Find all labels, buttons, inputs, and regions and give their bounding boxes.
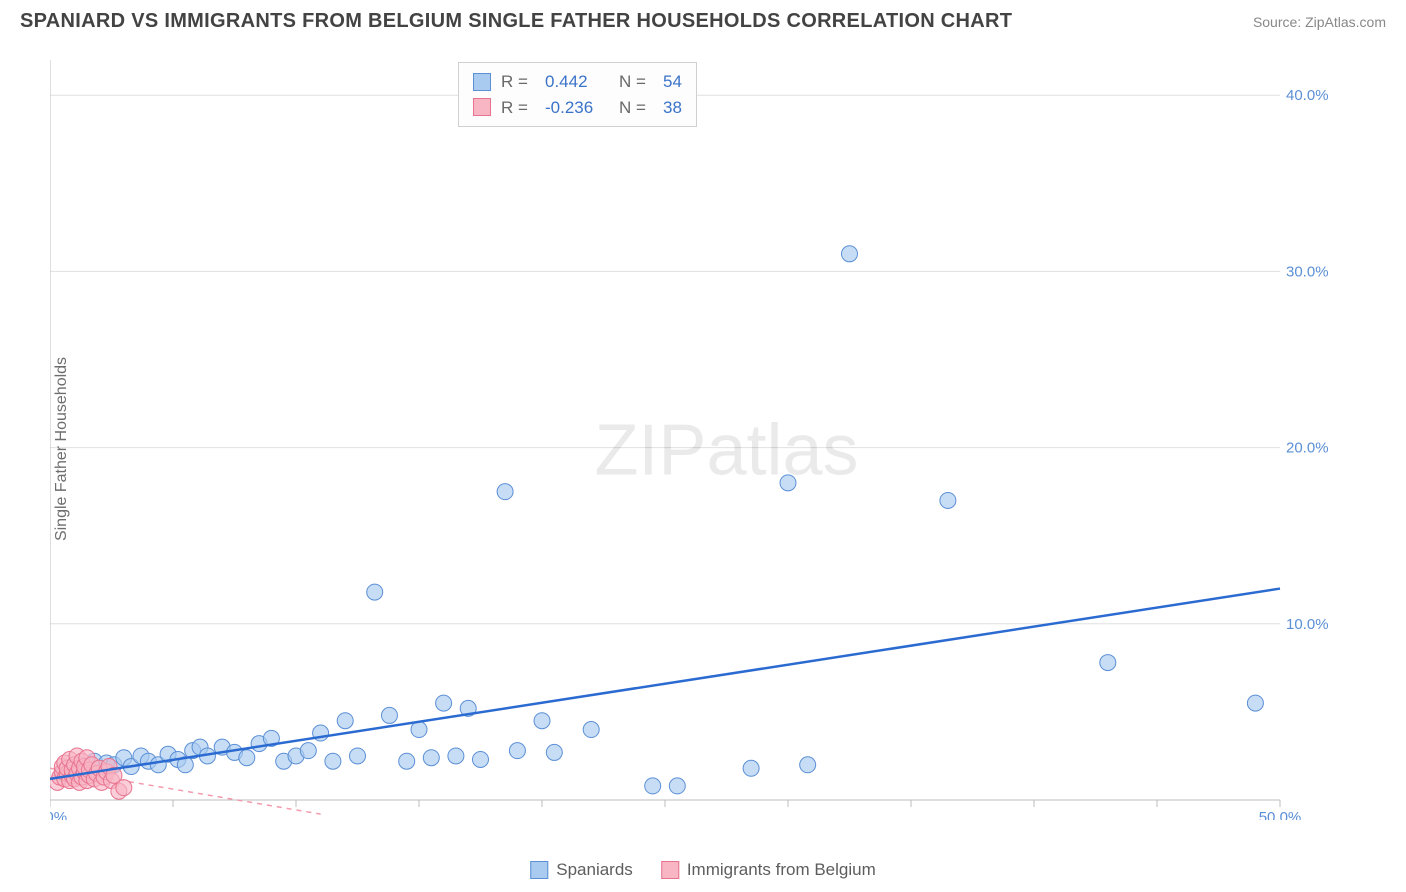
scatter-plot: ZIPatlas 0.0% 50.0% 10.0% 20.0% 30.0% 40.0% <box>50 60 1330 820</box>
swatch-belgium <box>473 98 491 116</box>
legend-item-belgium: Immigrants from Belgium <box>661 860 876 880</box>
correlation-stats-box: R = 0.442 N = 54 R = -0.236 N = 38 <box>458 62 697 127</box>
stat-r-value-b: -0.236 <box>545 95 609 121</box>
stat-r-value-a: 0.442 <box>545 69 609 95</box>
swatch-spaniards <box>473 73 491 91</box>
chart-header: SPANIARD VS IMMIGRANTS FROM BELGIUM SING… <box>0 0 1406 33</box>
svg-text:20.0%: 20.0% <box>1286 440 1329 457</box>
stat-n-value-b: 38 <box>663 95 682 121</box>
legend-item-spaniards: Spaniards <box>530 860 633 880</box>
stat-r-label: R = <box>501 69 535 95</box>
stats-row-belgium: R = -0.236 N = 38 <box>473 95 682 121</box>
chart-title: SPANIARD VS IMMIGRANTS FROM BELGIUM SING… <box>20 10 1012 33</box>
svg-text:50.0%: 50.0% <box>1259 809 1302 820</box>
source-attribution: Source: ZipAtlas.com <box>1253 14 1386 30</box>
stat-r-label: R = <box>501 95 535 121</box>
svg-text:0.0%: 0.0% <box>50 809 67 820</box>
stat-n-value-a: 54 <box>663 69 682 95</box>
legend-swatch-spaniards <box>530 861 548 879</box>
legend-swatch-belgium <box>661 861 679 879</box>
svg-text:40.0%: 40.0% <box>1286 87 1329 104</box>
chart-legend: Spaniards Immigrants from Belgium <box>530 860 876 880</box>
svg-text:30.0%: 30.0% <box>1286 263 1329 280</box>
chart-area: Single Father Households ZIPatlas 0.0% 50.… <box>50 60 1330 820</box>
svg-text:10.0%: 10.0% <box>1286 616 1329 633</box>
stats-row-spaniards: R = 0.442 N = 54 <box>473 69 682 95</box>
legend-label-spaniards: Spaniards <box>556 860 633 880</box>
stat-n-label: N = <box>619 69 653 95</box>
legend-label-belgium: Immigrants from Belgium <box>687 860 876 880</box>
svg-text:ZIPatlas: ZIPatlas <box>594 410 858 490</box>
stat-n-label: N = <box>619 95 653 121</box>
y-axis-label: Single Father Households <box>53 357 71 541</box>
